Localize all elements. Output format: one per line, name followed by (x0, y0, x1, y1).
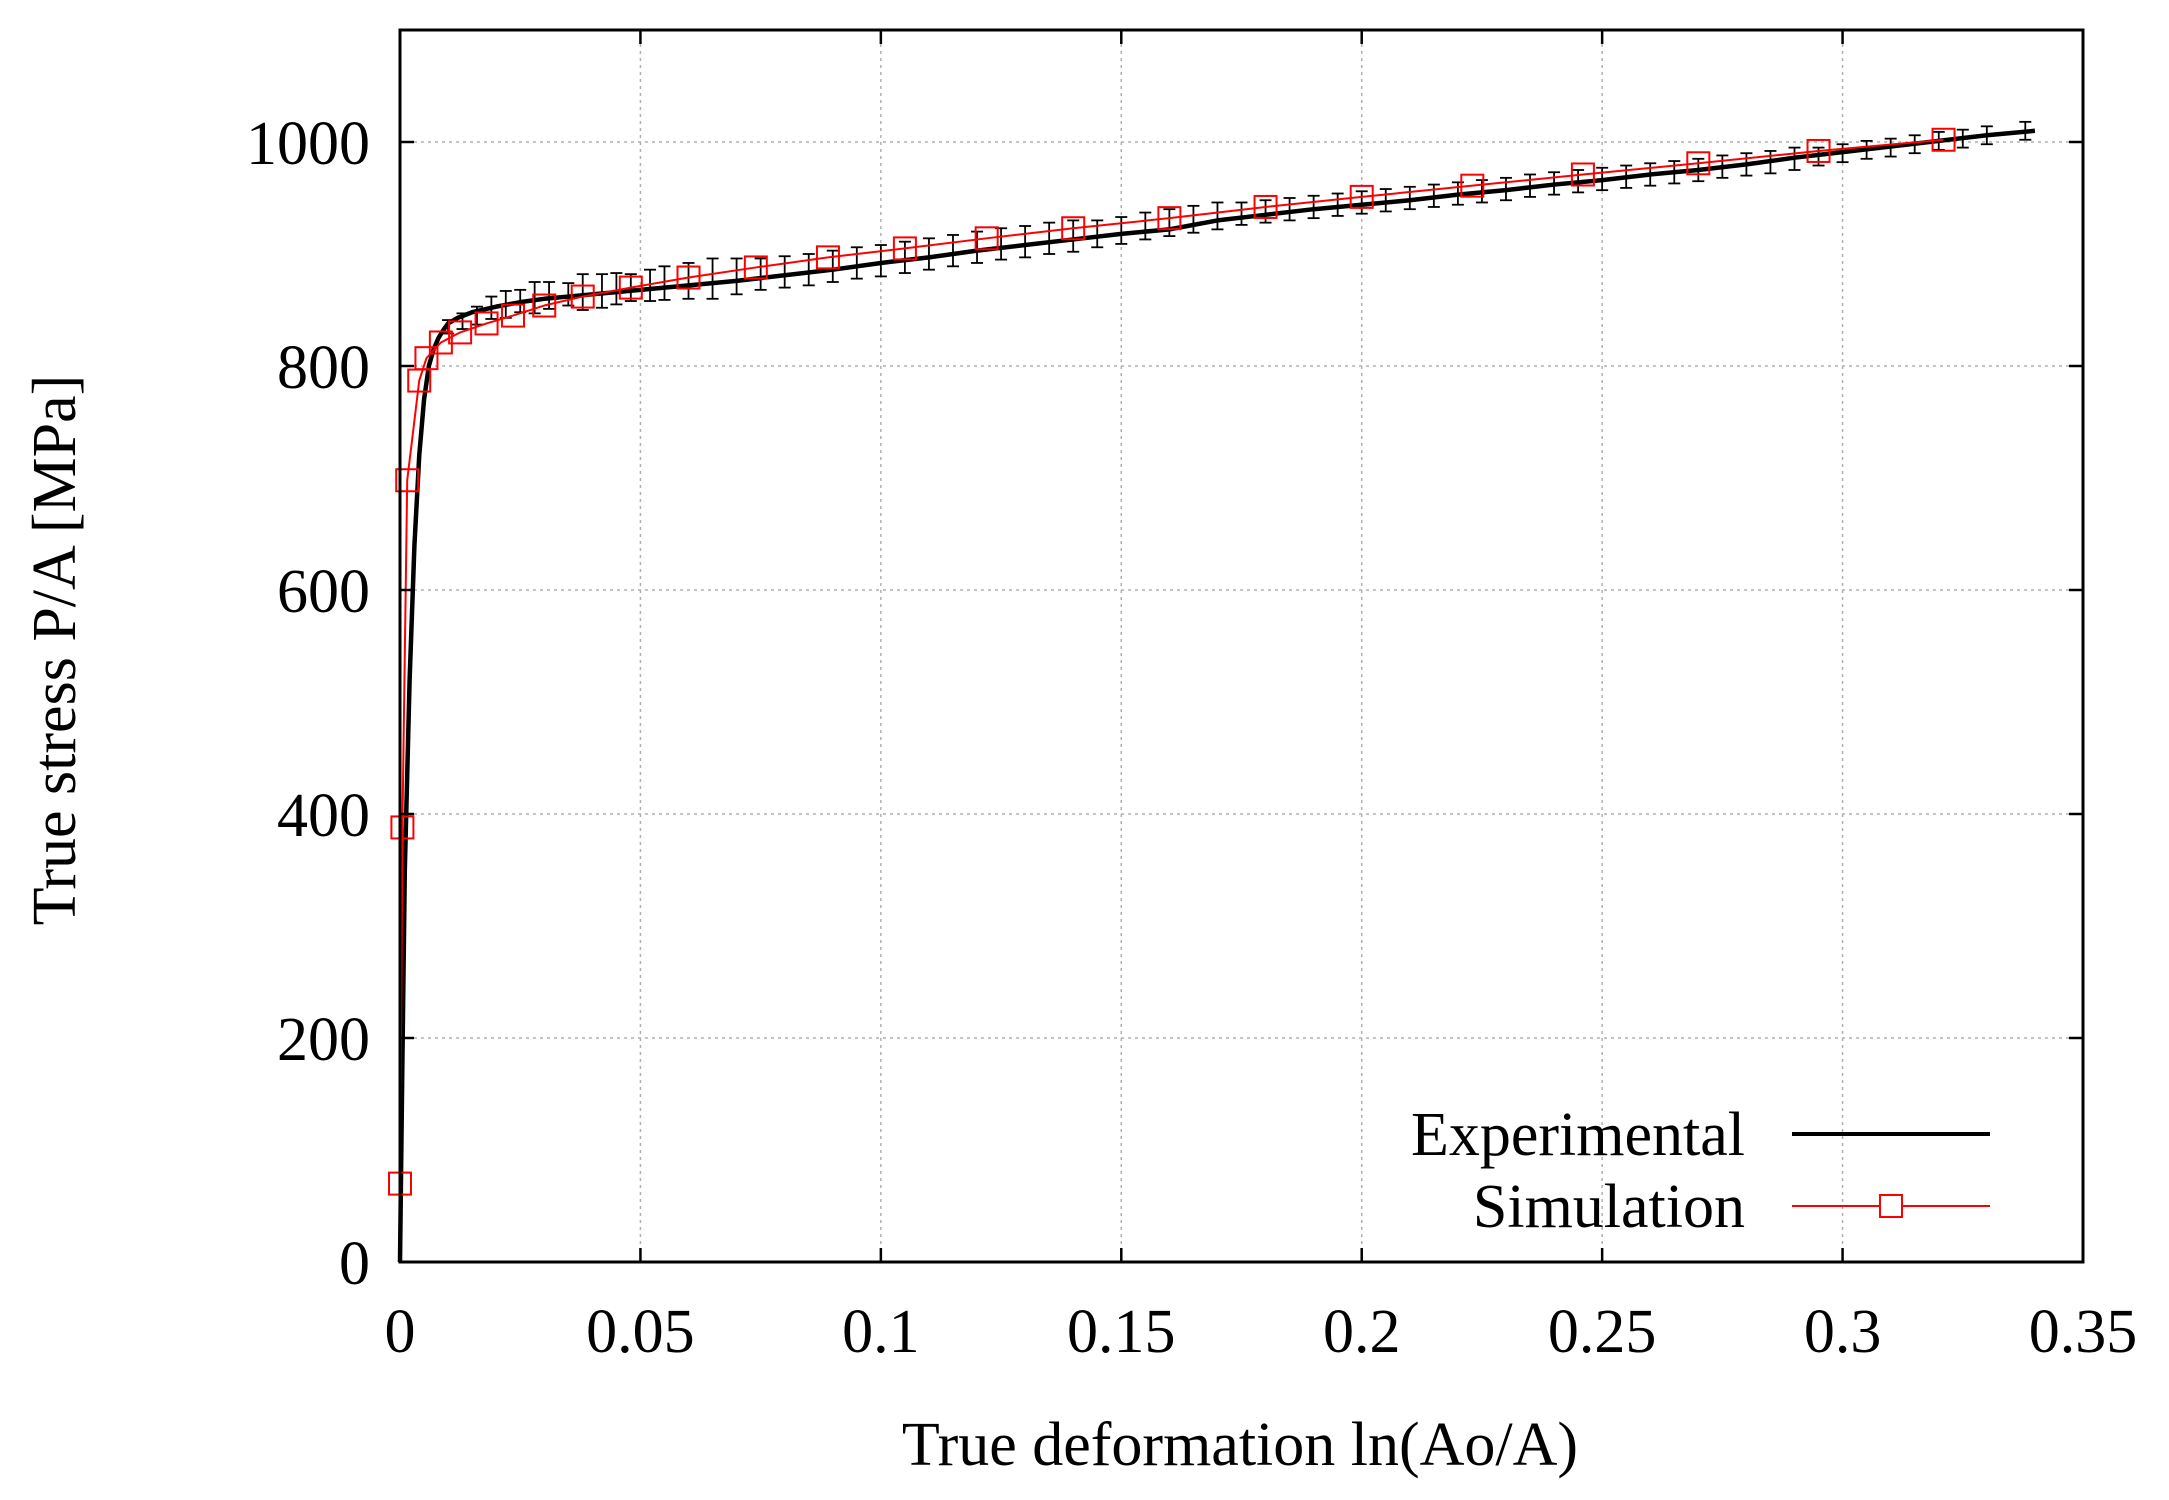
y-tick-label: 0 (339, 1230, 370, 1298)
simulation-point (1253, 194, 1278, 219)
x-tick-label: 0.05 (586, 1298, 695, 1366)
error-bar (1019, 225, 1032, 259)
x-tick-label: 0.1 (842, 1298, 920, 1366)
error-bar (644, 268, 657, 302)
error-bar (946, 234, 959, 268)
simulation-point (532, 293, 557, 318)
error-bar (1235, 201, 1248, 226)
error-bar (576, 273, 589, 311)
error-bar (850, 246, 863, 280)
simulation-point (1460, 173, 1485, 198)
simulation-point (815, 245, 840, 270)
error-bar (1115, 216, 1128, 245)
simulation-point (892, 236, 917, 261)
error-bar (1283, 197, 1296, 222)
simulation-point (474, 311, 499, 336)
series-line-simulation (399, 138, 1944, 1184)
simulation-point (1931, 127, 1956, 152)
x-tick-label: 0.15 (1067, 1298, 1176, 1366)
legend-label-experimental: Experimental (1411, 1101, 1745, 1169)
error-bar (898, 240, 911, 274)
legend: Experimental Simulation (1411, 1101, 1990, 1241)
y-tick-label: 600 (277, 558, 370, 626)
error-bar (971, 230, 984, 264)
simulation-point (618, 275, 643, 300)
series (388, 127, 2036, 1263)
simulation-point (1349, 184, 1374, 209)
plot-frame (398, 28, 2085, 1264)
x-tick-label: 0.2 (1323, 1298, 1401, 1366)
simulation-point (1806, 138, 1831, 163)
simulation-point (1061, 216, 1086, 241)
error-bar (682, 262, 695, 300)
error-bar (1139, 211, 1152, 241)
x-tick-label: 0.35 (2029, 1298, 2138, 1366)
error-bar (610, 272, 623, 306)
simulation-point (1570, 162, 1595, 187)
legend-marker-simulation (1879, 1194, 1903, 1218)
simulation-point (743, 255, 768, 280)
simulation-point (570, 284, 595, 309)
y-tick-label: 1000 (246, 110, 370, 178)
x-tick-label: 0 (385, 1298, 416, 1366)
simulation-point (1157, 206, 1182, 231)
x-axis-title: True deformation ln(Ao/A) (902, 1411, 1578, 1479)
error-bar (1187, 204, 1200, 234)
simulation-point (448, 320, 473, 345)
error-bar (778, 255, 791, 289)
y-axis-title: True stress P/A [MPa] (21, 375, 89, 926)
error-bar (706, 257, 719, 300)
x-tick-label: 0.25 (1548, 1298, 1657, 1366)
simulation-point (1686, 151, 1711, 176)
error-bar (730, 257, 743, 296)
ticks: 0 0.05 0.1 0.15 0.2 0.25 0.3 0.35 0 200 400 600 800 1… (246, 30, 2137, 1366)
error-bar (1211, 201, 1224, 231)
grid (400, 30, 2083, 1262)
error-bar (922, 237, 935, 271)
y-tick-label: 400 (277, 782, 370, 850)
simulation-point (390, 815, 415, 840)
simulation-point (501, 303, 526, 328)
error-bar (1259, 199, 1272, 224)
error-bar (1043, 221, 1056, 255)
legend-label-simulation: Simulation (1473, 1173, 1745, 1241)
y-tick-label: 800 (277, 334, 370, 402)
simulation-point (395, 468, 420, 493)
y-tick-label: 200 (277, 1006, 370, 1074)
simulation-point (414, 346, 439, 371)
error-bar (595, 273, 608, 309)
error-bar (658, 265, 671, 301)
simulation-point (676, 265, 701, 290)
error-bar (1163, 208, 1176, 237)
error-bar (1067, 219, 1080, 253)
simulation-point (974, 226, 999, 251)
error-bar (754, 257, 767, 291)
x-tick-label: 0.3 (1804, 1298, 1882, 1366)
